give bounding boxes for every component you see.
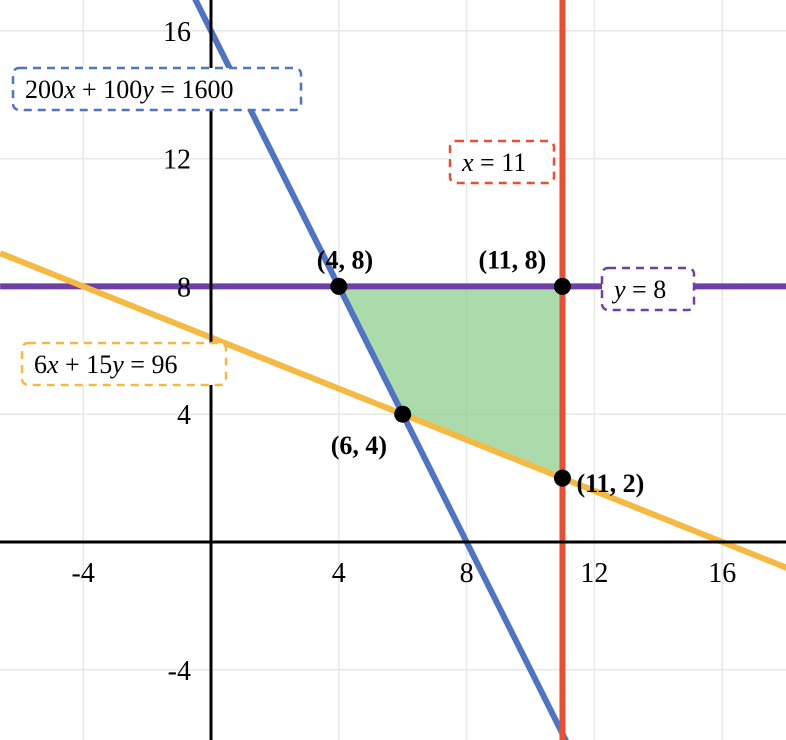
x-tick-8: 8 <box>460 558 474 589</box>
eq-box-blue-box: 200x + 100y = 1600 <box>13 68 301 110</box>
x-tick-16: 16 <box>708 558 736 589</box>
eq-text-blue-box: 200x + 100y = 1600 <box>25 75 233 104</box>
eq-text-purple-box: y = 8 <box>611 275 666 304</box>
vertex-11-2 <box>554 470 571 487</box>
vertex-11-8 <box>554 278 571 295</box>
eq-text-red-box: x = 11 <box>461 148 526 177</box>
vertex-label-11-2: (11, 2) <box>576 469 644 498</box>
vertex-label-11-8: (11, 8) <box>478 245 546 274</box>
y-tick--4: -4 <box>168 656 191 687</box>
y-tick-16: 16 <box>163 17 191 48</box>
eq-box-red-box: x = 11 <box>450 141 554 183</box>
x-tick-12: 12 <box>580 558 608 589</box>
vertex-label-4-8: (4, 8) <box>317 245 373 274</box>
x-tick--4: -4 <box>72 558 95 589</box>
eq-text-yellow-box: 6x + 15y = 96 <box>34 350 177 379</box>
vertex-6-4 <box>394 406 411 423</box>
y-tick-4: 4 <box>177 400 191 431</box>
vertex-label-6-4: (6, 4) <box>331 431 387 460</box>
x-tick-4: 4 <box>332 558 346 589</box>
y-tick-8: 8 <box>177 272 191 303</box>
coordinate-plot: -4 4 8 12 16 -4 4 8 12 16 (4, 8) (11, 8) (6, 4) (11, … <box>0 0 786 740</box>
vertex-4-8 <box>330 278 347 295</box>
y-tick-12: 12 <box>163 145 191 176</box>
eq-box-yellow-box: 6x + 15y = 96 <box>22 343 226 385</box>
eq-box-purple-box: y = 8 <box>602 268 694 310</box>
